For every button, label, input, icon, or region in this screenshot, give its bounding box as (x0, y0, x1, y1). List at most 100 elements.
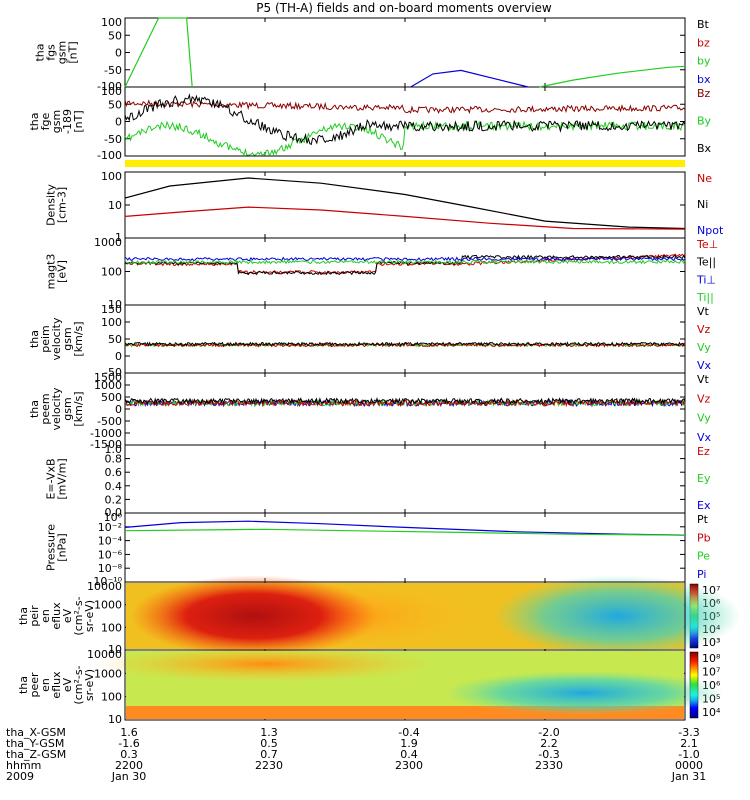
y-tick-label: 0 (115, 116, 122, 129)
y-axis-label: [km/s] (72, 391, 85, 426)
axis-value-label: 2.2 (540, 737, 558, 750)
y-axis-label: tha (28, 330, 41, 348)
axis-value-label: 2230 (255, 759, 283, 772)
legend-label-vy: Vy (697, 341, 711, 354)
trace-line (124, 398, 686, 408)
axis-value-label: 2200 (115, 759, 143, 772)
series-line-pi (124, 520, 686, 536)
y-axis-label: peem (39, 393, 52, 424)
legend-label-vx: Vx (697, 431, 712, 444)
legend-label-vx: Vx (697, 359, 712, 372)
axis-value-label: Jan 30 (111, 770, 146, 783)
axis-value-label: 0.4 (400, 748, 418, 761)
y-tick-label: 10⁻² (98, 521, 122, 534)
legend-label-vy: Vy (697, 412, 711, 425)
colorbar-tick-label: 10⁴ (702, 706, 721, 719)
axis-row-label: tha_Y-GSM (6, 737, 64, 750)
axis-value-label: 1.9 (400, 737, 418, 750)
legend-label-ex: Ex (697, 499, 711, 512)
y-tick-label: 50 (108, 29, 122, 42)
y-tick-label: 1000 (94, 599, 122, 612)
mode-bar (125, 160, 685, 167)
y-axis-label: en (39, 678, 52, 692)
axis-value-label: -1.0 (678, 748, 699, 761)
trace-line (124, 99, 686, 115)
y-axis-label: velocity (50, 317, 63, 360)
y-tick-label: 100 (101, 691, 122, 704)
y-axis-label: [nPa] (56, 533, 69, 561)
y-axis-label: eV (61, 608, 74, 623)
y-tick-label: 1500 (94, 371, 122, 384)
y-axis-label: gsm (56, 41, 69, 64)
y-axis-label: tha (28, 112, 41, 130)
colorbar-tick-label: 10⁷ (702, 666, 720, 679)
series-line-bx (410, 69, 529, 88)
series-group-fgs (124, 17, 686, 88)
spectrograms (97, 575, 741, 721)
y-tick-label: 1.0 (105, 443, 123, 456)
axis-value-label: -1.6 (118, 737, 139, 750)
y-tick-label: 50 (108, 98, 122, 111)
y-axis-label: Density (45, 184, 58, 226)
y-axis-label: gsm (61, 397, 74, 420)
y-tick-label: 10⁰ (104, 511, 123, 524)
bottom-axis: tha_X-GSMtha_Y-GSMtha_Z-GSMhhmm20091.6-1… (6, 726, 706, 783)
y-tick-label: 50 (108, 333, 122, 346)
colorbar-tick-label: 10⁸ (702, 652, 721, 665)
series-group-pressure (124, 520, 686, 536)
spectrogram-peir-peak (130, 575, 377, 657)
y-tick-label: 0 (115, 350, 122, 363)
y-axis-label: E=-VxB (45, 458, 58, 499)
trace-line (124, 396, 686, 406)
series-line-ne (124, 206, 686, 230)
legend-label-ni: Ni (697, 198, 708, 211)
axis-value-label: 2.1 (680, 737, 698, 750)
legend-label-vz: Vz (697, 392, 711, 405)
y-tick-label: 100 (101, 266, 122, 279)
axis-value-label: 2300 (395, 759, 423, 772)
trace-line (124, 93, 686, 146)
legend-label-pb: Pb (697, 531, 711, 544)
y-tick-label: 0.6 (105, 466, 123, 479)
y-axis-label: eflux (50, 671, 63, 699)
legend-label-by: by (697, 55, 711, 68)
axis-value-label: -0.4 (398, 726, 419, 739)
axis-value-label: 1.6 (120, 726, 138, 739)
legend-label-bz: bz (697, 36, 710, 49)
y-tick-label: 0.4 (105, 480, 123, 493)
y-axis-label: Pressure (45, 524, 58, 571)
panel-temperature: 1000 100 10 magt3[eV] Te⊥ Te|| Ti⊥ Ti|| (45, 236, 719, 311)
legend-label-ne: Ne (697, 172, 712, 185)
y-tick-label: 10⁻⁴ (98, 535, 123, 548)
y-axis-label: fge (39, 112, 52, 130)
y-tick-label: 100 (101, 170, 122, 183)
y-axis-label: peim (39, 325, 52, 353)
y-tick-label: 100 (101, 16, 122, 29)
legend-label-pe: Pe (697, 550, 710, 563)
figure-title: P5 (TH-A) fields and on-board moments ov… (256, 1, 552, 15)
y-axis-label: tha (34, 43, 47, 61)
y-tick-label: -500 (97, 415, 122, 428)
y-axis-label: tha (28, 400, 41, 418)
legend-label-ti||: Ti|| (696, 291, 714, 304)
y-tick-label: 150 (101, 303, 122, 316)
y-tick-label: -1500 (90, 438, 122, 451)
series-line-pe (124, 528, 686, 536)
axis-value-label: 1.3 (260, 726, 278, 739)
axis-value-label: 0000 (675, 759, 703, 772)
trace-line (124, 259, 686, 265)
y-tick-label: -100 (97, 80, 122, 93)
panel-density: 100 10 1 Density[cm-3] Ne Ni Npot (45, 170, 724, 244)
axis-value-label: Jan 31 (671, 770, 706, 783)
y-axis-label: peer (28, 672, 41, 698)
y-axis-label: velocity (50, 387, 63, 430)
y-tick-label: 10⁻⁶ (98, 548, 123, 561)
y-axis-label: [eV] (56, 260, 69, 283)
y-tick-label: 0.8 (105, 453, 123, 466)
y-axis-label: -189 (61, 109, 74, 134)
legend-label-bt: Bt (697, 18, 710, 31)
series-group-density (124, 177, 686, 230)
y-axis-label: gsm (61, 327, 74, 350)
